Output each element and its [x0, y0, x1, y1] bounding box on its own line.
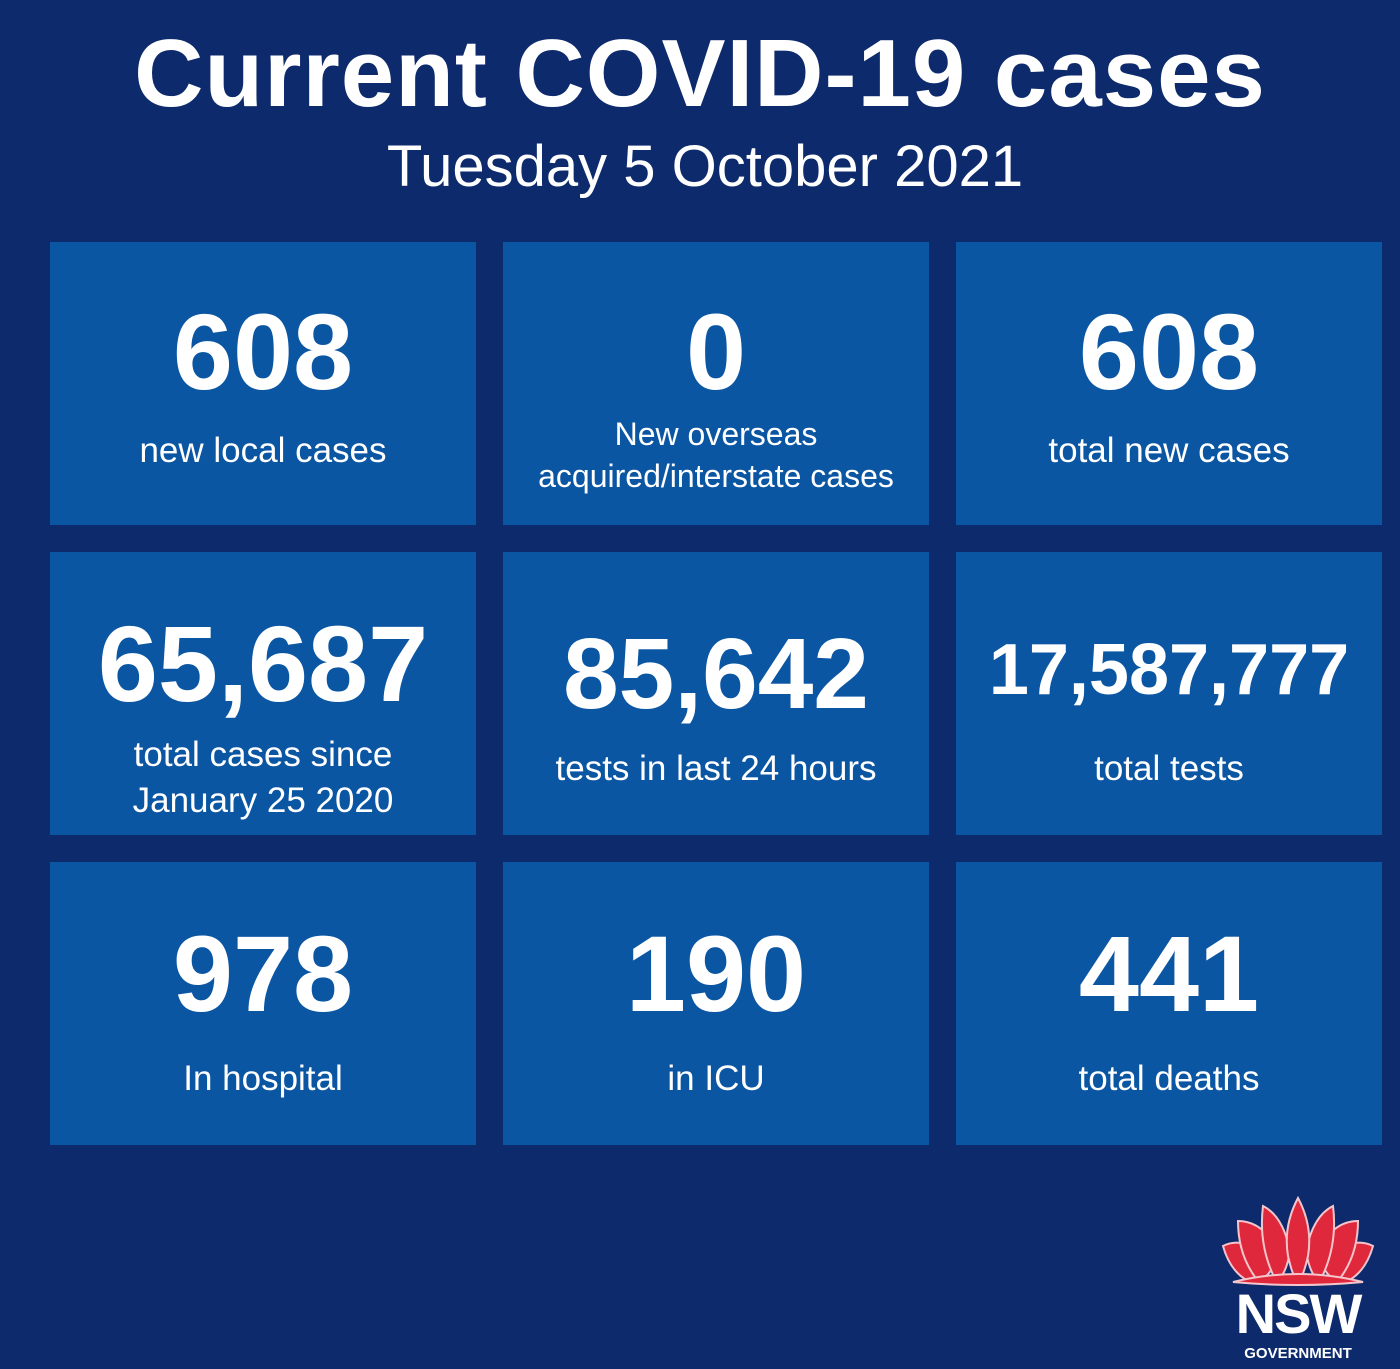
tile-label: total cases since January 25 2020: [132, 735, 394, 820]
tile-value: 978: [172, 913, 354, 1034]
nsw-government-logo: NSW GOVERNMENT: [1218, 1196, 1378, 1366]
tile-label: In hospital: [183, 1059, 343, 1098]
page-title: Current COVID-19 cases: [134, 20, 1266, 127]
tile-label: New overseas acquired/interstate cases: [538, 416, 894, 494]
waratah-icon: [1221, 1196, 1375, 1286]
tile-label: tests in last 24 hours: [555, 749, 877, 788]
logo-subtext: GOVERNMENT: [1244, 1345, 1352, 1362]
tile-label: total new cases: [1048, 431, 1290, 470]
tile-tests-24h: 85,642 tests in last 24 hours: [503, 552, 929, 835]
tile-value: 608: [172, 291, 354, 412]
tile-in-icu: 190 in ICU: [503, 862, 929, 1145]
page-date: Tuesday 5 October 2021: [386, 134, 1024, 199]
tile-label: total deaths: [1078, 1059, 1260, 1098]
tile-value: 190: [625, 913, 807, 1034]
tile-in-hospital: 978 In hospital: [50, 862, 476, 1145]
logo-text: NSW: [1235, 1282, 1363, 1345]
tile-label: total tests: [1094, 749, 1244, 788]
tile-total-cases: 65,687 total cases since January 25 2020: [50, 552, 476, 835]
tile-value: 441: [1078, 913, 1260, 1034]
tile-overseas-cases: 0 New overseas acquired/interstate cases: [503, 242, 929, 525]
tile-total-new-cases: 608 total new cases: [956, 242, 1382, 525]
tile-value: 0: [685, 291, 747, 412]
tile-label: new local cases: [139, 431, 387, 470]
tile-value: 17,587,777: [988, 630, 1350, 710]
tile-new-local-cases: 608 new local cases: [50, 242, 476, 525]
tile-value: 65,687: [97, 603, 429, 724]
tile-value: 85,642: [563, 618, 869, 730]
tile-label: in ICU: [667, 1059, 765, 1098]
tile-value: 608: [1078, 291, 1260, 412]
tile-total-tests: 17,587,777 total tests: [956, 552, 1382, 835]
tile-total-deaths: 441 total deaths: [956, 862, 1382, 1145]
